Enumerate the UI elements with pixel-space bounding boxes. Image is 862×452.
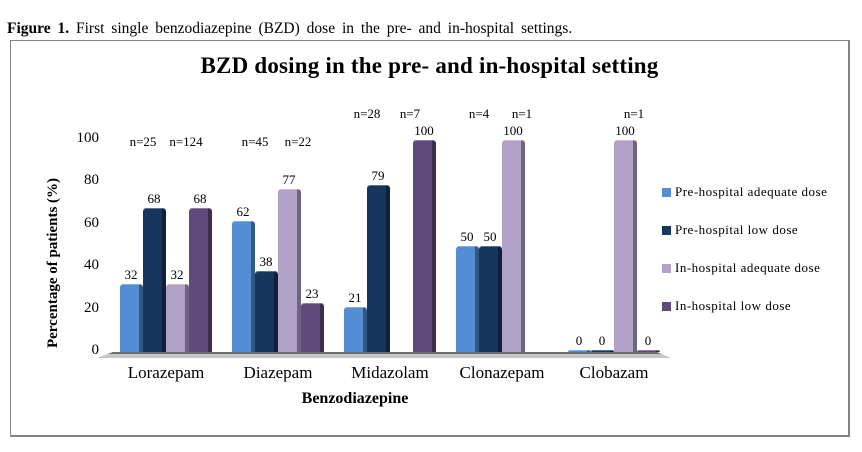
sample-size-label-in: n=1	[623, 106, 645, 121]
legend-swatch	[662, 226, 671, 235]
bar	[591, 349, 614, 352]
chart-floor	[97, 352, 671, 358]
legend-item: Pre-hospital low dose	[659, 222, 845, 238]
x-category-label: Clobazam	[579, 363, 649, 382]
bar-value-label: 50	[483, 229, 497, 244]
bar	[637, 349, 660, 352]
bar	[367, 184, 390, 352]
bar	[301, 303, 324, 352]
figure-caption-label: Figure 1.	[7, 19, 70, 37]
figure-caption: Figure 1. First single benzodiazepine (B…	[7, 20, 847, 38]
bar-value-label: 0	[644, 332, 652, 348]
bar	[568, 349, 591, 352]
bar-value-label: 77	[282, 171, 296, 187]
sample-size-label-in: n=7	[399, 106, 421, 121]
sample-size-label-in: n=22	[284, 134, 312, 149]
x-category-label: Lorazepam	[127, 363, 205, 382]
legend-label: In-hospital adequate dose	[675, 260, 821, 275]
y-tick-label: 40	[84, 257, 99, 274]
chart-title: BZD dosing in the pre- and in-hospital s…	[200, 53, 659, 78]
bar-value-label: 100	[615, 123, 635, 138]
bar	[614, 140, 637, 352]
legend-label: In-hospital low dose	[675, 298, 792, 313]
bar-value-label: 79	[371, 167, 385, 183]
bar-value-label: 100	[503, 123, 523, 138]
sample-size-label-in: n=1	[511, 106, 533, 121]
bar-value-label: 68	[147, 190, 161, 206]
legend-item: In-hospital low dose	[659, 298, 845, 314]
bar-value-label: 0	[575, 332, 583, 348]
sample-size-label-pre: n=25	[129, 134, 157, 149]
x-category-label: Clonazepam	[459, 363, 545, 382]
bar-value-label: 100	[414, 123, 434, 138]
x-category-label: Midazolam	[351, 363, 429, 382]
bar	[456, 246, 479, 352]
bar	[255, 271, 278, 352]
bar	[232, 220, 255, 352]
sample-size-label-pre: n=4	[468, 106, 490, 121]
legend-item: Pre-hospital adequate dose	[659, 184, 845, 200]
bar	[479, 246, 502, 352]
y-tick-label: 20	[84, 299, 99, 316]
legend-label: Pre-hospital low dose	[675, 222, 799, 237]
bar-value-label: 62	[236, 203, 250, 219]
bar	[413, 140, 436, 352]
legend-swatch	[662, 188, 671, 197]
bar-value-label: 50	[460, 229, 474, 244]
y-tick-label: 80	[84, 172, 99, 189]
bar	[502, 140, 525, 352]
bar-value-label: 32	[170, 267, 184, 283]
bar	[120, 284, 143, 352]
sample-size-label-pre: n=45	[241, 134, 269, 149]
bar-value-label: 21	[348, 290, 362, 306]
bar-value-label: 68	[193, 190, 207, 206]
sample-size-label-pre: n=28	[353, 106, 381, 121]
sample-size-label-in: n=124	[169, 134, 203, 149]
legend-item: In-hospital adequate dose	[659, 260, 845, 276]
bar	[189, 207, 212, 352]
y-tick-label: 60	[84, 214, 99, 231]
bar-value-label: 32	[124, 267, 138, 283]
y-tick-label: 100	[76, 130, 100, 146]
legend-swatch	[662, 302, 671, 311]
bar	[166, 284, 189, 352]
bar	[143, 207, 166, 352]
legend-swatch	[662, 264, 671, 273]
y-tick-label: 0	[91, 342, 100, 358]
x-axis-title: Benzodiazepine	[301, 390, 409, 407]
bar-value-label: 0	[598, 332, 606, 348]
bar-value-label: 38	[259, 254, 273, 270]
legend-label: Pre-hospital adequate dose	[675, 184, 828, 199]
figure-caption-text: First single benzodiazepine (BZD) dose i…	[76, 19, 573, 37]
bar	[278, 188, 301, 352]
x-category-label: Diazepam	[243, 363, 313, 382]
bar-value-label: 23	[305, 286, 319, 302]
bar	[344, 307, 367, 352]
chart-area: BZD dosing in the pre- and in-hospital s…	[10, 40, 850, 437]
